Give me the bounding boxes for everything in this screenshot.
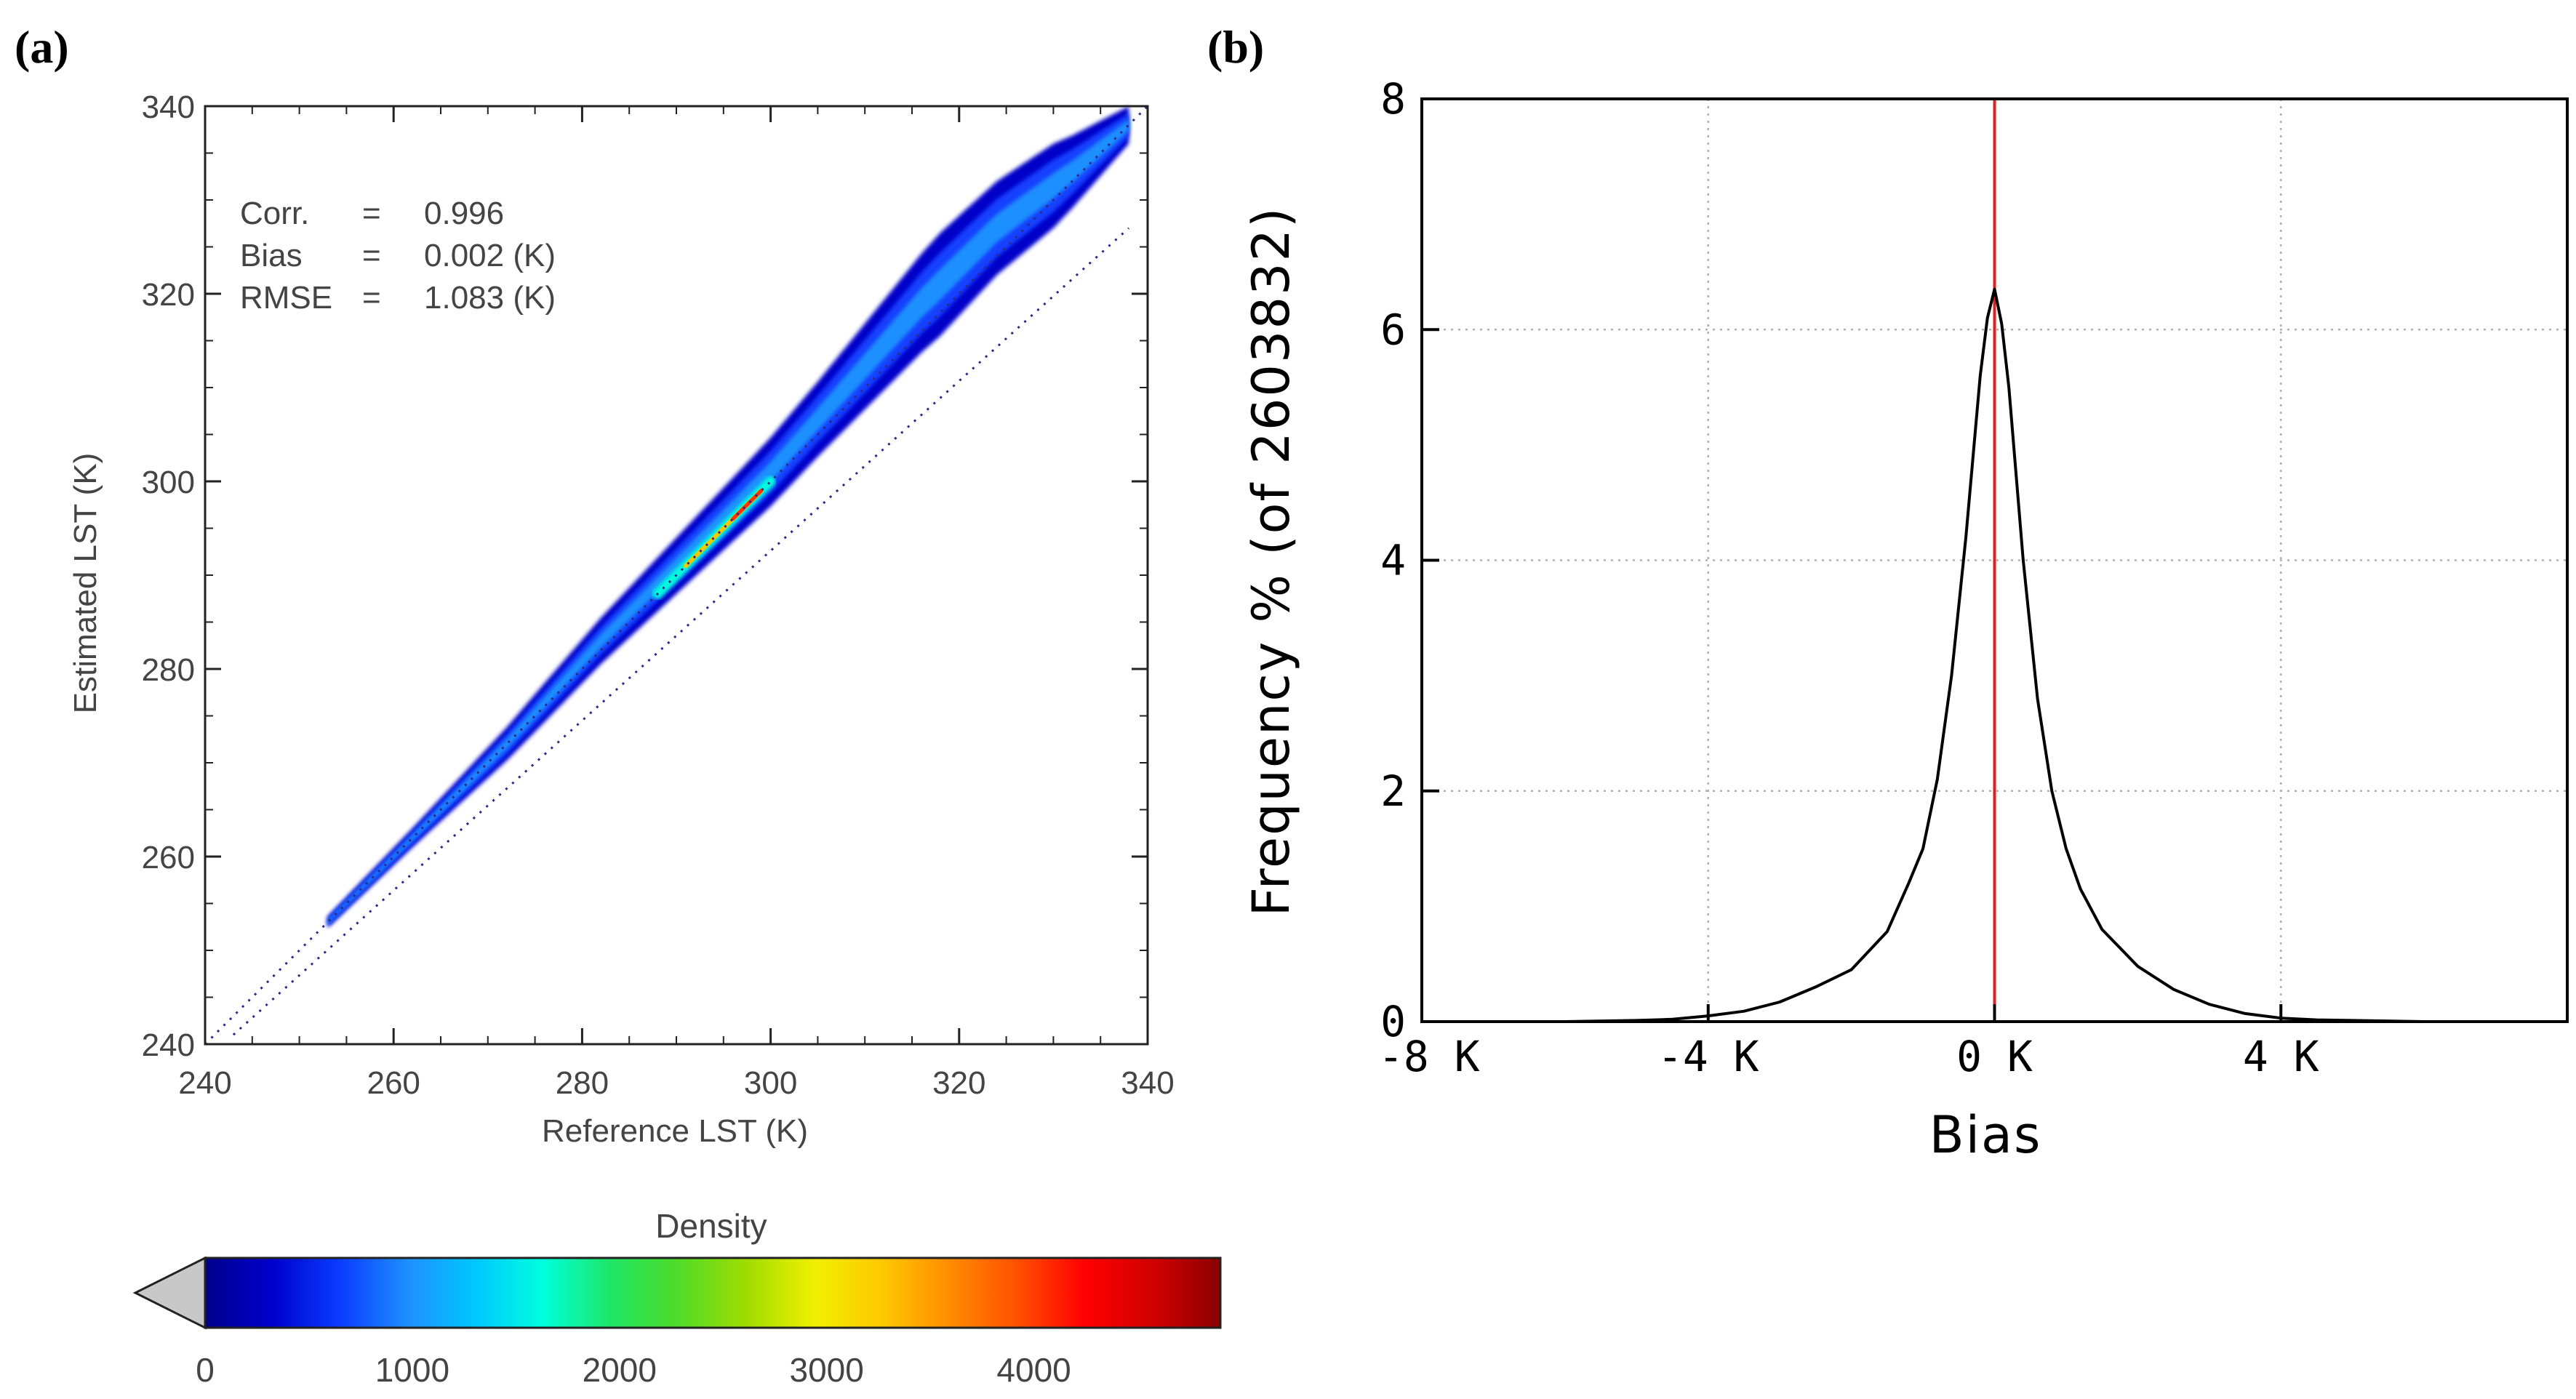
colorbar-under-triangle xyxy=(132,1256,207,1330)
colorbar-tick-label: 3000 xyxy=(790,1351,864,1389)
colorbar-gradient xyxy=(205,1258,1220,1328)
x-tick-labels-b: -8 K -4 K 0 K 4 K xyxy=(1378,1032,2319,1081)
x-tick-labels-a: 240 260 280 300 320 340 xyxy=(178,1065,1174,1101)
y-tick-label-b: 0 xyxy=(1380,997,1406,1046)
x-tick-label-b: 4 K xyxy=(2243,1032,2319,1081)
x-tick-label-a: 340 xyxy=(1121,1065,1174,1101)
y-tick-label-b: 4 xyxy=(1380,536,1406,585)
stat-name: RMSE xyxy=(240,280,332,316)
y-tick-label-a: 240 xyxy=(142,1027,195,1063)
colorbar-tick-labels: 0 1000 2000 3000 4000 xyxy=(196,1351,1071,1389)
colorbar-tick-label: 4000 xyxy=(996,1351,1071,1389)
y-tick-labels-a: 240 260 280 300 320 340 xyxy=(142,89,195,1063)
y-tick-label-b: 2 xyxy=(1380,766,1406,816)
x-axis-label-b: Bias xyxy=(1929,1105,2042,1165)
panel-b-label: (b) xyxy=(1207,21,1264,73)
y-tick-label-a: 320 xyxy=(142,277,195,313)
x-tick-label-a: 240 xyxy=(178,1065,231,1101)
colorbar-title: Density xyxy=(655,1207,767,1245)
stat-name: Bias xyxy=(240,238,303,273)
panel-a-scatter: 240 260 280 300 320 340 240 260 280 300 320 340 Re… xyxy=(68,89,1175,1149)
stat-value: 1.083 (K) xyxy=(424,280,556,316)
colorbar-segments xyxy=(205,1258,1220,1328)
stat-equals: = xyxy=(362,238,381,273)
panel-b-line-chart: -8 K -4 K 0 K 4 K 0 2 4 6 8 Bias Frequency % (o… xyxy=(1241,74,2569,1165)
stat-equals: = xyxy=(362,280,381,316)
y-tick-label-a: 340 xyxy=(142,89,195,125)
colorbar-tick-label: 1000 xyxy=(375,1351,449,1389)
x-axis-label-a: Reference LST (K) xyxy=(542,1113,808,1149)
stat-name: Corr. xyxy=(240,196,309,231)
y-tick-label-a: 260 xyxy=(142,840,195,875)
stat-equals: = xyxy=(362,196,381,231)
x-tick-label-b: -8 K xyxy=(1378,1032,1480,1081)
stats-box: Corr. = 0.996 Bias = 0.002 (K) RMSE = 1.083 (K) xyxy=(240,196,556,316)
ticks-a xyxy=(204,105,1149,1046)
x-tick-label-a: 280 xyxy=(556,1065,609,1101)
lower-trace-line xyxy=(232,227,1130,1036)
y-tick-label-b: 6 xyxy=(1380,305,1406,354)
y-tick-label-b: 8 xyxy=(1380,74,1406,124)
x-tick-label-b: -4 K xyxy=(1657,1032,1759,1081)
stat-value: 0.996 xyxy=(424,196,504,231)
y-axis-label-b: Frequency % (of 2603832) xyxy=(1241,207,1301,917)
colorbar-frame xyxy=(204,1256,1222,1329)
colorbar-tick-label: 2000 xyxy=(583,1351,657,1389)
ticks-b xyxy=(1420,97,2283,1023)
y-tick-labels-b: 0 2 4 6 8 xyxy=(1380,74,1406,1046)
x-tick-label-b: 0 K xyxy=(1956,1032,2033,1081)
panel-a-label: (a) xyxy=(15,21,69,73)
y-axis-label-a: Estimated LST (K) xyxy=(68,453,103,714)
y-tick-label-a: 280 xyxy=(142,652,195,688)
series-line xyxy=(1422,287,2503,1023)
y-tick-label-a: 300 xyxy=(142,465,195,500)
stat-value: 0.002 (K) xyxy=(424,238,556,273)
x-tick-label-a: 260 xyxy=(367,1065,420,1101)
colorbar: Density 0 1000 2000 3000 4000 xyxy=(132,1207,1222,1389)
colorbar-tick-label: 0 xyxy=(196,1351,215,1389)
one-to-one-line xyxy=(204,105,1149,1046)
x-tick-label-a: 320 xyxy=(932,1065,985,1101)
x-tick-label-a: 300 xyxy=(744,1065,797,1101)
